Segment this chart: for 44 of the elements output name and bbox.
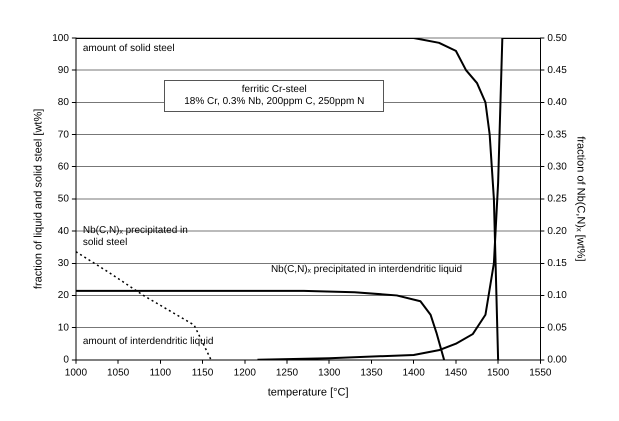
y-tick-label: 70 bbox=[58, 129, 70, 140]
x-axis-title: temperature [°C] bbox=[268, 386, 349, 398]
x-tick-label: 1550 bbox=[529, 368, 552, 379]
x-tick-label: 1450 bbox=[444, 368, 468, 379]
y-tick-label: 40 bbox=[58, 226, 70, 237]
annotation: amount of interdendritic liquid bbox=[82, 336, 214, 348]
y-axis-title: fraction of liquid and solid steel [wt%] bbox=[32, 108, 45, 290]
y2-tick-label: 0.45 bbox=[547, 64, 568, 76]
y-tick-label: 30 bbox=[58, 258, 70, 270]
y2-tick-label: 0.05 bbox=[547, 322, 568, 334]
y2-tick-label: 0.15 bbox=[547, 258, 568, 270]
y-tick-label: 60 bbox=[58, 161, 70, 172]
y-tick-label: 0 bbox=[63, 354, 70, 366]
annotation: Nb(C,N)ₓ precipitated in interdendritic liquid bbox=[270, 264, 462, 276]
x-tick-label: 1250 bbox=[276, 368, 299, 379]
y2-tick-label: 0.00 bbox=[547, 354, 568, 366]
y-tick-label: 20 bbox=[58, 290, 70, 302]
x-tick-label: 1350 bbox=[360, 368, 384, 379]
y-tick-label: 50 bbox=[58, 194, 70, 205]
x-tick-label: 1400 bbox=[402, 368, 426, 379]
y2-tick-label: 0.40 bbox=[547, 97, 568, 108]
annotation: ferritic Cr-steel bbox=[240, 84, 308, 96]
y2-tick-label: 0.30 bbox=[547, 161, 568, 172]
y-tick-label: 80 bbox=[58, 97, 70, 108]
x-tick-label: 1300 bbox=[318, 368, 341, 379]
annotation: 18% Cr, 0.3% Nb, 200ppm C, 250ppm N bbox=[183, 96, 366, 108]
note-box: ferritic Cr-steel 18% Cr, 0.3% Nb, 200ppm C, 250ppm N bbox=[164, 80, 384, 112]
y-tick-label: 10 bbox=[58, 322, 70, 334]
x-tick-label: 1050 bbox=[106, 368, 130, 379]
annotation: Nb(C,N)ₓ precipitated in solid steel bbox=[82, 225, 189, 250]
y-tick-label: 90 bbox=[58, 64, 70, 76]
y-tick-label: 100 bbox=[52, 32, 70, 44]
annotation: amount of solid steel bbox=[82, 43, 175, 56]
y2-tick-label: 0.50 bbox=[547, 32, 568, 44]
y2-tick-label: 0.10 bbox=[547, 290, 568, 302]
x-tick-label: 1200 bbox=[234, 368, 256, 379]
y2-tick-label: 0.35 bbox=[547, 129, 568, 140]
y2-tick-label: 0.20 bbox=[547, 226, 568, 237]
y2-axis-title: fraction of Nb(C,N)ₓ [wt%] bbox=[574, 136, 586, 262]
x-tick-label: 1000 bbox=[64, 368, 88, 379]
x-tick-label: 1100 bbox=[150, 368, 172, 379]
x-tick-label: 1500 bbox=[486, 368, 510, 379]
x-tick-label: 1150 bbox=[192, 368, 214, 379]
y2-tick-label: 0.25 bbox=[547, 194, 568, 205]
